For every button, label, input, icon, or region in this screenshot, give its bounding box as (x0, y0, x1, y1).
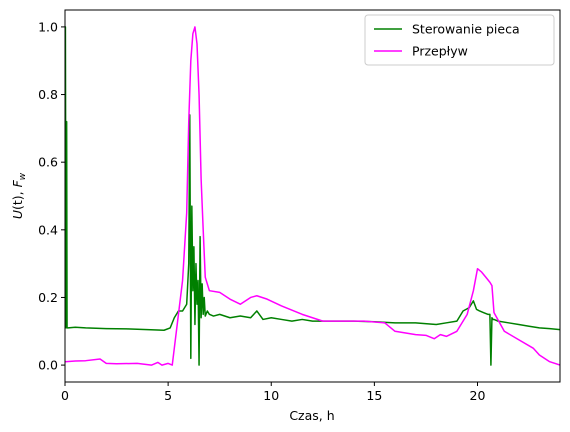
y-tick-label: 1.0 (38, 19, 58, 34)
legend-label-przeplyw: Przepływ (412, 44, 468, 59)
series-line-sterowanie-pieca (65, 26, 560, 366)
x-tick-label: 0 (61, 388, 69, 403)
x-tick-label: 5 (164, 388, 172, 403)
legend-label-sterowanie-pieca: Sterowanie pieca (412, 22, 520, 37)
legend: Sterowanie pieca Przepływ (364, 14, 555, 66)
plot-background (65, 10, 560, 382)
x-axis-ticks: 0 5 10 15 20 (61, 382, 485, 403)
series-line-przeplyw (65, 26, 560, 366)
plot-frame (64, 9, 561, 383)
y-tick-label: 0.2 (38, 290, 58, 305)
y-tick-label: 0.6 (38, 155, 58, 170)
y-axis-label: U(t), Fw (10, 172, 28, 219)
x-tick-label: 15 (366, 388, 382, 403)
x-axis-label: Czas, h (289, 408, 334, 423)
y-tick-label: 0.4 (38, 222, 58, 237)
y-tick-label: 0.8 (38, 87, 58, 102)
series-layer (65, 26, 560, 366)
legend-box (364, 14, 555, 66)
x-tick-label: 20 (470, 388, 486, 403)
x-tick-label: 10 (263, 388, 279, 403)
y-tick-label: 0.0 (38, 358, 58, 373)
y-axis-ticks: 0.0 0.2 0.4 0.6 0.8 1.0 (38, 19, 65, 373)
